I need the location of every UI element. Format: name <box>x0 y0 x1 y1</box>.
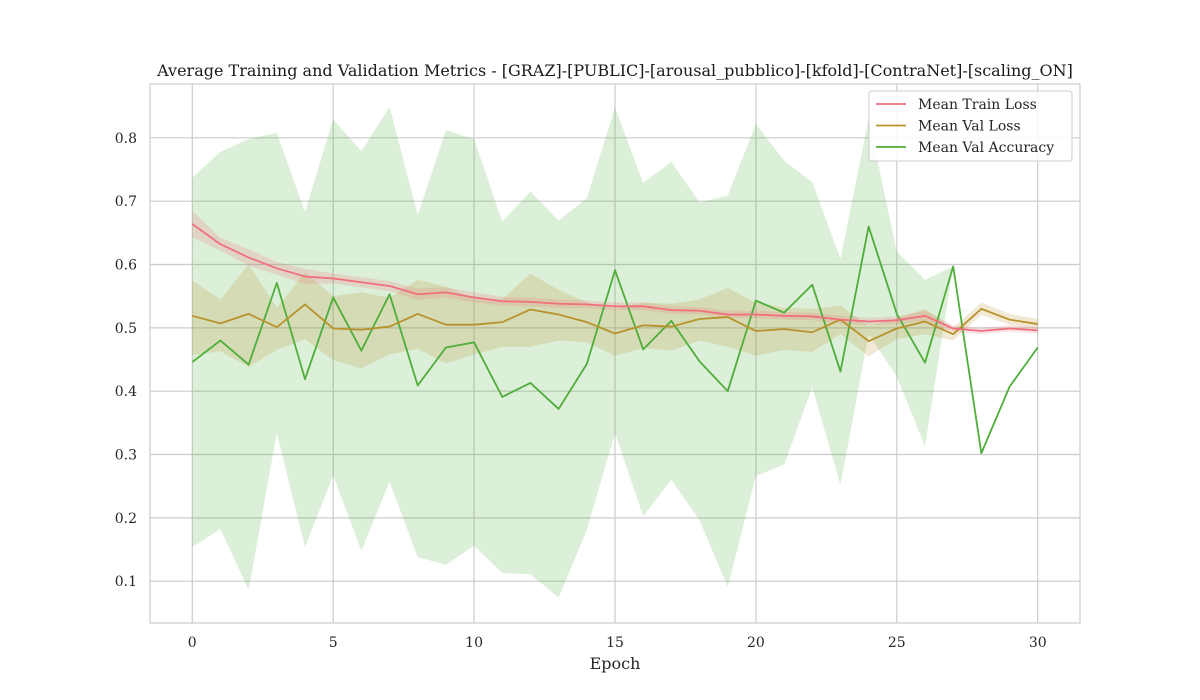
x-tick-label: 0 <box>188 635 197 651</box>
x-tick-label: 15 <box>606 635 624 651</box>
x-axis-ticks: 0 5 10 15 20 25 30 <box>188 635 1047 651</box>
grid <box>150 84 1080 623</box>
chart-title: Average Training and Validation Metrics … <box>156 61 1073 80</box>
y-tick-label: 0.4 <box>115 384 137 400</box>
y-tick-label: 0.2 <box>115 511 137 527</box>
x-tick-label: 5 <box>329 635 338 651</box>
series-lines <box>191 223 1039 455</box>
y-tick-label: 0.5 <box>115 321 137 337</box>
legend-label: Mean Val Accuracy <box>918 140 1054 156</box>
y-tick-label: 0.3 <box>115 448 137 464</box>
confidence-band <box>192 106 1038 598</box>
y-tick-label: 0.8 <box>115 131 137 147</box>
y-tick-label: 0.6 <box>115 258 137 274</box>
x-tick-label: 10 <box>465 635 483 651</box>
series-line <box>191 225 1039 455</box>
x-axis-label: Epoch <box>590 654 641 673</box>
y-tick-label: 0.7 <box>115 194 137 210</box>
x-tick-label: 20 <box>747 635 765 651</box>
legend-label: Mean Train Loss <box>918 97 1037 113</box>
series-line <box>191 223 1038 332</box>
y-tick-label: 0.1 <box>115 574 137 590</box>
legend: Mean Train Loss Mean Val Loss Mean Val Acc… <box>868 90 1073 162</box>
plot-frame <box>149 83 1081 624</box>
legend-box <box>868 90 1073 162</box>
series-line <box>192 303 1038 343</box>
x-tick-label: 30 <box>1029 635 1047 651</box>
x-tick-label: 25 <box>888 635 906 651</box>
y-axis-ticks: 0.1 0.2 0.3 0.4 0.5 0.6 0.7 0.8 <box>115 131 137 590</box>
legend-label: Mean Val Loss <box>918 119 1021 135</box>
confidence-band <box>192 210 1038 335</box>
